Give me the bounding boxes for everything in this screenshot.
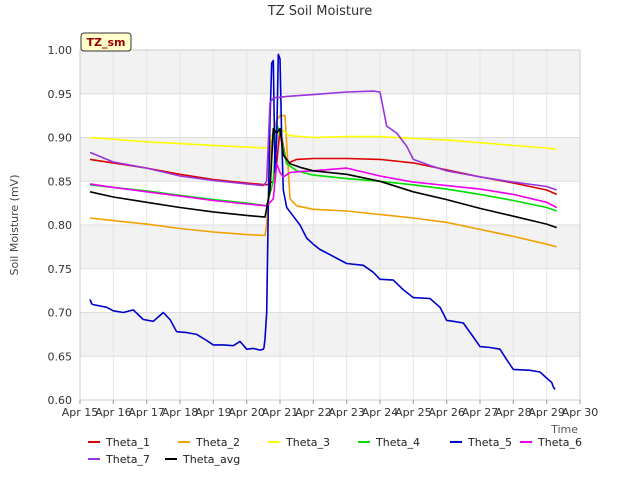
legend-label: Theta_5 [468,435,513,449]
legend-item-theta-5: Theta_5 [450,434,512,450]
legend-item-theta-4: Theta_4 [358,434,420,450]
legend-label: Theta_avg [183,452,241,466]
x-tick-label: Apr 29 [528,406,565,419]
legend-swatch [358,441,370,443]
x-tick-label: Apr 26 [428,406,465,419]
legend-label: Theta_1 [106,435,151,449]
series-line-theta-2 [89,114,557,248]
plot-band [80,225,580,269]
legend-label: Theta_6 [538,435,583,449]
x-tick-label: Apr 17 [128,406,165,419]
y-tick-label: 0.95 [48,88,73,101]
x-tick-label: Apr 18 [162,406,199,419]
legend-item-theta-1: Theta_1 [88,434,150,450]
y-tick-label: 0.90 [48,132,73,145]
y-tick-label: 0.85 [48,175,73,188]
y-tick-label: 0.80 [48,219,73,232]
series-line-theta-6 [89,162,558,209]
y-tick-label: 0.75 [48,263,73,276]
legend-item-theta-3: Theta_3 [268,434,330,450]
x-tick-label: Apr 24 [362,406,399,419]
legend-swatch [88,458,100,460]
x-tick-label: Apr 21 [262,406,299,419]
site-badge-label: TZ_sm [87,36,126,49]
x-tick-label: Apr 16 [95,406,132,419]
legend-item-theta-6: Theta_6 [520,434,582,450]
series-line-theta-avg [89,127,557,229]
plot-frame [79,49,581,401]
y-tick-label: 1.00 [48,44,73,57]
chart-title: TZ Soil Moisture [267,4,373,19]
site-badge [80,32,132,52]
x-tick-label: Apr 25 [395,406,432,419]
legend-item-theta-7: Theta_7 [88,451,150,467]
y-tick-label: 0.70 [48,307,73,320]
x-tick-label: Apr 23 [328,406,365,419]
legend-swatch [88,441,100,443]
series-line-theta-3 [89,127,557,151]
series-line-theta-4 [89,123,557,212]
legend-label: Theta_7 [106,452,151,466]
x-axis-label: Time [550,423,578,436]
legend-label: Theta_2 [196,435,241,449]
legend-label: Theta_3 [286,435,331,449]
x-tick-label: Apr 15 [62,406,99,419]
legend-swatch [165,458,177,460]
legend-item-theta-2: Theta_2 [178,434,240,450]
legend-swatch [268,441,280,443]
plot-band [80,50,580,94]
x-tick-label: Apr 30 [562,406,599,419]
series-line-theta-5 [89,53,556,390]
x-tick-label: Apr 28 [495,406,532,419]
y-axis-label: Soil Moisture (mV) [8,175,21,276]
x-tick-label: Apr 22 [295,406,332,419]
x-tick-label: Apr 19 [195,406,232,419]
legend-swatch [520,441,532,443]
legend-item-theta-avg: Theta_avg [165,451,240,467]
series-line-theta-7 [89,90,557,191]
legend-swatch [178,441,190,443]
legend-label: Theta_4 [376,435,421,449]
x-tick-label: Apr 27 [462,406,499,419]
legend-swatch [450,441,462,443]
y-tick-label: 0.65 [48,350,73,363]
y-tick-label: 0.60 [48,394,73,407]
x-tick-label: Apr 20 [228,406,265,419]
